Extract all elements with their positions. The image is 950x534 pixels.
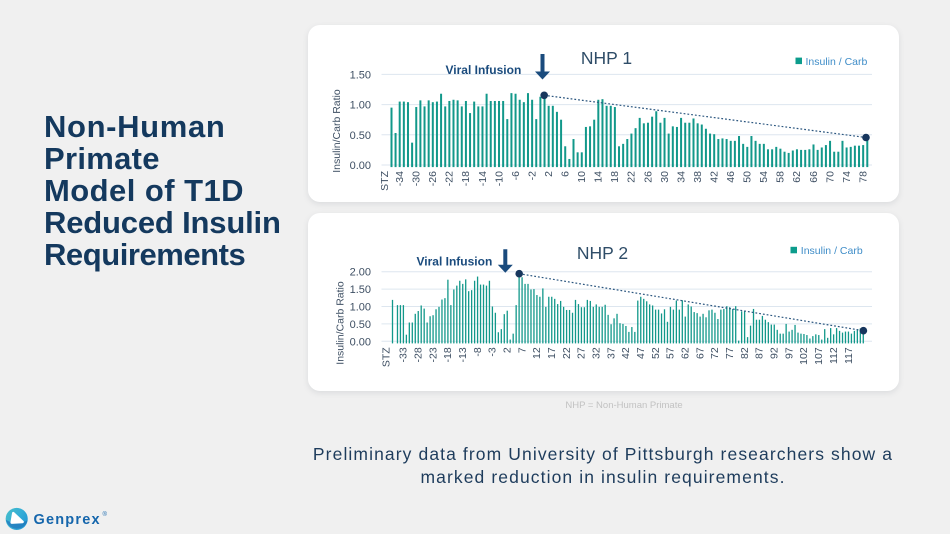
svg-text:Insulin/Carb Ratio: Insulin/Carb Ratio (331, 89, 343, 173)
svg-text:1.50: 1.50 (349, 284, 370, 296)
svg-text:2.00: 2.00 (349, 267, 370, 279)
svg-text:57: 57 (664, 347, 676, 359)
svg-text:97: 97 (783, 347, 795, 359)
svg-text:-3: -3 (486, 347, 498, 356)
svg-text:54: 54 (758, 171, 770, 183)
svg-text:78: 78 (857, 171, 869, 183)
svg-text:0.00: 0.00 (349, 336, 370, 348)
svg-text:30: 30 (658, 171, 670, 183)
svg-text:-14: -14 (476, 171, 488, 186)
svg-text:-2: -2 (526, 171, 538, 180)
svg-text:62: 62 (791, 171, 803, 183)
svg-text:-18: -18 (442, 347, 454, 362)
svg-text:67: 67 (694, 347, 706, 359)
svg-text:STZ: STZ (380, 347, 392, 367)
svg-text:112: 112 (827, 347, 839, 364)
svg-text:2: 2 (501, 347, 513, 353)
svg-text:0.00: 0.00 (349, 160, 370, 172)
svg-text:Insulin/Carb Ratio: Insulin/Carb Ratio (334, 281, 346, 365)
svg-text:102: 102 (798, 347, 810, 365)
svg-text:Viral Infusion: Viral Infusion (445, 63, 521, 77)
svg-text:0.50: 0.50 (349, 130, 370, 142)
svg-text:46: 46 (725, 171, 737, 183)
svg-text:82: 82 (738, 347, 750, 359)
svg-text:66: 66 (807, 171, 819, 183)
svg-text:-22: -22 (443, 171, 455, 186)
svg-text:42: 42 (620, 347, 632, 359)
svg-text:Viral Infusion: Viral Infusion (416, 254, 492, 268)
svg-text:Insulin / Carb: Insulin / Carb (805, 56, 867, 68)
svg-text:-26: -26 (427, 171, 439, 186)
svg-text:62: 62 (679, 347, 691, 359)
svg-text:0.50: 0.50 (349, 319, 370, 331)
svg-text:NHP 2: NHP 2 (576, 243, 627, 263)
svg-text:22: 22 (625, 171, 637, 183)
svg-text:STZ: STZ (378, 170, 390, 190)
svg-text:-23: -23 (427, 347, 439, 362)
svg-text:-34: -34 (394, 171, 406, 186)
svg-text:107: 107 (813, 347, 825, 365)
svg-text:32: 32 (590, 347, 602, 359)
svg-text:6: 6 (559, 171, 571, 177)
svg-text:-6: -6 (509, 171, 521, 180)
svg-text:72: 72 (709, 347, 721, 359)
svg-text:77: 77 (724, 347, 736, 359)
svg-text:58: 58 (774, 171, 786, 183)
svg-text:1.00: 1.00 (349, 302, 370, 314)
svg-text:37: 37 (605, 347, 617, 359)
svg-text:12: 12 (531, 347, 543, 359)
svg-text:2: 2 (543, 171, 555, 177)
svg-text:14: 14 (592, 171, 604, 183)
svg-text:-10: -10 (493, 171, 505, 186)
svg-text:42: 42 (708, 171, 720, 183)
svg-text:22: 22 (560, 347, 572, 359)
svg-text:18: 18 (609, 171, 621, 183)
svg-text:38: 38 (691, 171, 703, 183)
svg-text:NHP 1: NHP 1 (580, 48, 631, 68)
svg-text:-18: -18 (460, 171, 472, 186)
svg-text:-33: -33 (397, 347, 409, 362)
svg-text:Insulin / Carb: Insulin / Carb (800, 245, 862, 257)
svg-text:70: 70 (824, 171, 836, 183)
svg-text:-28: -28 (412, 347, 424, 362)
svg-text:1.00: 1.00 (349, 100, 370, 112)
svg-text:117: 117 (842, 347, 854, 364)
svg-text:26: 26 (642, 171, 654, 183)
svg-text:34: 34 (675, 171, 687, 183)
svg-text:27: 27 (575, 347, 587, 359)
svg-text:7: 7 (516, 347, 528, 353)
svg-text:87: 87 (753, 347, 765, 359)
svg-text:-30: -30 (410, 171, 422, 186)
svg-text:17: 17 (546, 347, 558, 359)
svg-text:74: 74 (840, 171, 852, 183)
svg-text:-13: -13 (457, 347, 469, 362)
svg-text:10: 10 (576, 171, 588, 183)
svg-text:92: 92 (768, 347, 780, 359)
svg-text:52: 52 (649, 347, 661, 359)
svg-text:-8: -8 (471, 347, 483, 356)
svg-text:1.50: 1.50 (349, 69, 370, 81)
svg-text:50: 50 (741, 171, 753, 183)
svg-text:47: 47 (635, 347, 647, 359)
